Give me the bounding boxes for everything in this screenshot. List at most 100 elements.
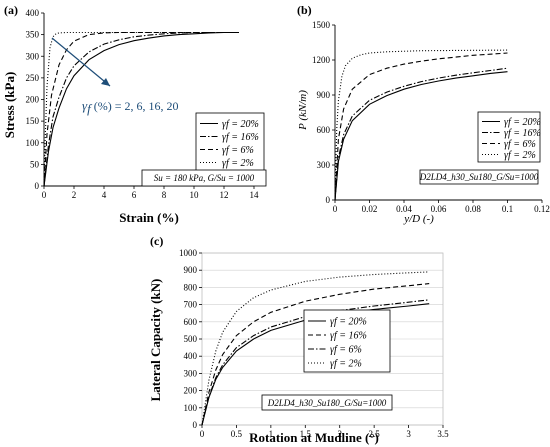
panel-c-y-tick-label: 500 [184,334,198,344]
panel-b-y-tick-label: 900 [317,90,331,100]
panel-c-y-tick-label: 200 [184,386,198,396]
panel-b-y-tick-label: 1200 [312,55,331,65]
panel-b-x-tick-label: 0.08 [465,204,481,214]
panel-c-y-tick-label: 800 [184,282,198,292]
panel-b-legend-label-2: γf = 16% [504,128,541,139]
panel-a-label: (a) [4,3,18,17]
panel-a-y-tick-label: 400 [26,8,40,18]
panel-a-x-tick-label: 8 [162,190,167,200]
panel-a-x-axis-title: Strain (%) [119,210,179,225]
panel-b-legend-label-3: γf = 6% [504,139,536,150]
panel-a-y-tick-label: 350 [26,30,40,40]
panel-b-note: D2LD4_h30_Su180_G/Su=1000 [419,169,539,185]
panel-a-x-tick-label: 12 [220,190,229,200]
panel-c-x-tick-label: 0 [200,429,205,439]
panel-a-legend-label-4: γf = 2% [222,158,254,169]
panel-b-note-box [419,169,539,185]
panel-c-note: D2LD4_h30_Su180_G/Su=1000 [261,394,393,411]
panel-c-x-tick-label: 2 [337,429,342,439]
panel-b-x-axis-title: y/D (-) [403,213,434,225]
panel-c-series-line-3 [201,299,430,426]
panel-b-x-tick-label: 0.04 [396,204,412,214]
panel-a-y-tick-label: 200 [26,95,40,105]
panel-a-axes: 0 2 4 6 8 10 12 14 0 50 100 150 200 250 300 350 400 [26,8,260,200]
panel-a-series-line-3 [43,31,239,187]
panel-c-note-text: D2LD4_h30_Su180_G/Su=1000 [267,398,387,408]
panel-c-y-tick-label: 0 [193,420,198,430]
panel-c-label: (c) [150,234,163,248]
panel-a-x-tick-label: 10 [190,190,200,200]
panel-c-y-tick-label: 1000 [179,248,198,258]
panel-b-y-tick-label: 600 [317,125,331,135]
panel-a-legend-box [195,112,265,172]
panel-c-legend-label-4: γf = 2% [330,359,362,370]
panel-c: (c) Lateral Capacity (kN) Rotation at Mu… [148,234,449,445]
panel-b-x-tick-label: 0.1 [502,204,513,214]
panel-c-x-tick-label: 3.5 [437,429,449,439]
panel-a-series-line-1 [43,31,239,187]
panel-a-y-tick-label: 150 [26,116,40,126]
panel-c-y-tick-label: 100 [184,403,198,413]
panel-b-series-line-1 [334,71,508,201]
panel-c-y-tick-label: 300 [184,368,198,378]
panel-a-legend: γf = 20% γf = 16% γf = 6% γf = 2% [195,112,265,172]
panel-c-x-tick-label: 1.5 [300,429,312,439]
panel-c-series-group [201,271,430,426]
panel-a-x-tick-label: 14 [250,190,260,200]
panel-b-legend-box [477,111,541,163]
panel-a-y-tick-label: 250 [26,73,40,83]
panel-a-series-group [43,31,239,187]
panel-b-x-tick-label: 0.02 [362,204,378,214]
panel-b-series-line-3 [334,52,508,201]
panel-a-y-tick-label: 300 [26,51,40,61]
panel-b-legend-label-4: γf = 2% [504,150,536,161]
panel-a-legend-label-2: γf = 16% [222,132,259,143]
panel-b-y-tick-label: 300 [317,160,331,170]
panel-a-x-tick-label: 6 [132,190,137,200]
panel-a-annotation-arrowhead [101,78,110,86]
panel-b-series-line-4 [334,49,508,201]
panel-a-y-tick-label: 0 [35,181,40,191]
panel-a-y-tick-label: 50 [30,159,40,169]
panel-b-label: (b) [297,3,312,17]
panel-a-x-tick-label: 0 [42,190,47,200]
panel-c-legend-label-2: γf = 16% [330,331,367,342]
panel-c-x-tick-label: 3 [406,429,411,439]
panel-b-x-tick-label: 0.06 [431,204,447,214]
panel-a-annotation: γf (%) = 2, 6, 16, 20 [51,37,179,116]
panel-c-series-line-1 [201,303,430,426]
panel-b-y-tick-label: 0 [326,195,331,205]
panel-c-legend-box [303,309,391,373]
panel-c-series-line-2 [201,283,430,426]
panel-c-x-axis-title: Rotation at Mudline (°) [249,430,379,445]
panel-b-x-tick-label: 0 [333,204,338,214]
panel-b-legend-label-1: γf = 20% [504,117,541,128]
panel-b: (b) P (kN/m) y/D (-) 0 0.02 0.04 0.06 0.08 0.… [297,3,550,225]
panel-a: (a) Stress (kPa) Strain (%) 0 2 4 6 8 10 12 140… [2,3,267,225]
panel-a-y-tick-label: 100 [26,138,40,148]
panel-a-note-text: Su = 180 kPa, G/Su = 1000 [154,173,255,183]
panel-b-legend: γf = 20%γf = 16%γf = 6%γf = 2% [477,111,541,163]
panel-c-y-tick-label: 700 [184,300,198,310]
panel-a-x-tick-label: 2 [72,190,77,200]
panel-b-series-line-2 [334,67,508,201]
panel-b-axes: 0 0.02 0.04 0.06 0.08 0.1 0.12 0 300 600 900 1200 15… [312,20,550,214]
panel-c-legend-label-1: γf = 20% [330,317,367,328]
panel-a-y-axis-title: Stress (kPa) [2,72,17,139]
panel-a-series-line-4 [43,31,239,187]
panel-c-y-tick-label: 900 [184,265,198,275]
panel-c-x-tick-label: 2.5 [369,429,381,439]
panel-a-legend-label-3: γf = 6% [222,145,254,156]
panel-a-annotation-text: γf (%) = 2, 6, 16, 20 [82,98,179,116]
panel-a-note-box [141,169,267,187]
panel-c-x-tick-label: 1 [269,429,274,439]
panel-c-note-box [261,394,393,411]
panel-a-x-tick-label: 4 [102,190,107,200]
panel-c-y-axis-title: Lateral Capacity (kN) [148,279,163,402]
panel-a-note: Su = 180 kPa, G/Su = 1000 [141,169,267,187]
panel-a-legend-label-1: γf = 20% [222,119,259,130]
panel-a-annotation-arrow [51,37,111,87]
panel-b-y-tick-label: 1500 [312,20,331,30]
